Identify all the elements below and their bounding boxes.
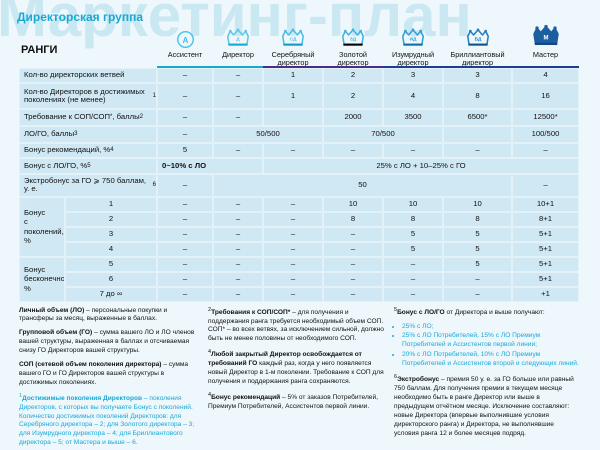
svg-text:ИД: ИД <box>410 37 417 43</box>
svg-text:ЗД: ЗД <box>350 37 357 43</box>
svg-text:БД: БД <box>474 37 481 43</box>
svg-text:СД: СД <box>290 37 297 43</box>
svg-text:М: М <box>543 35 548 41</box>
svg-text:A: A <box>182 36 188 45</box>
svg-text:Д: Д <box>236 37 240 43</box>
